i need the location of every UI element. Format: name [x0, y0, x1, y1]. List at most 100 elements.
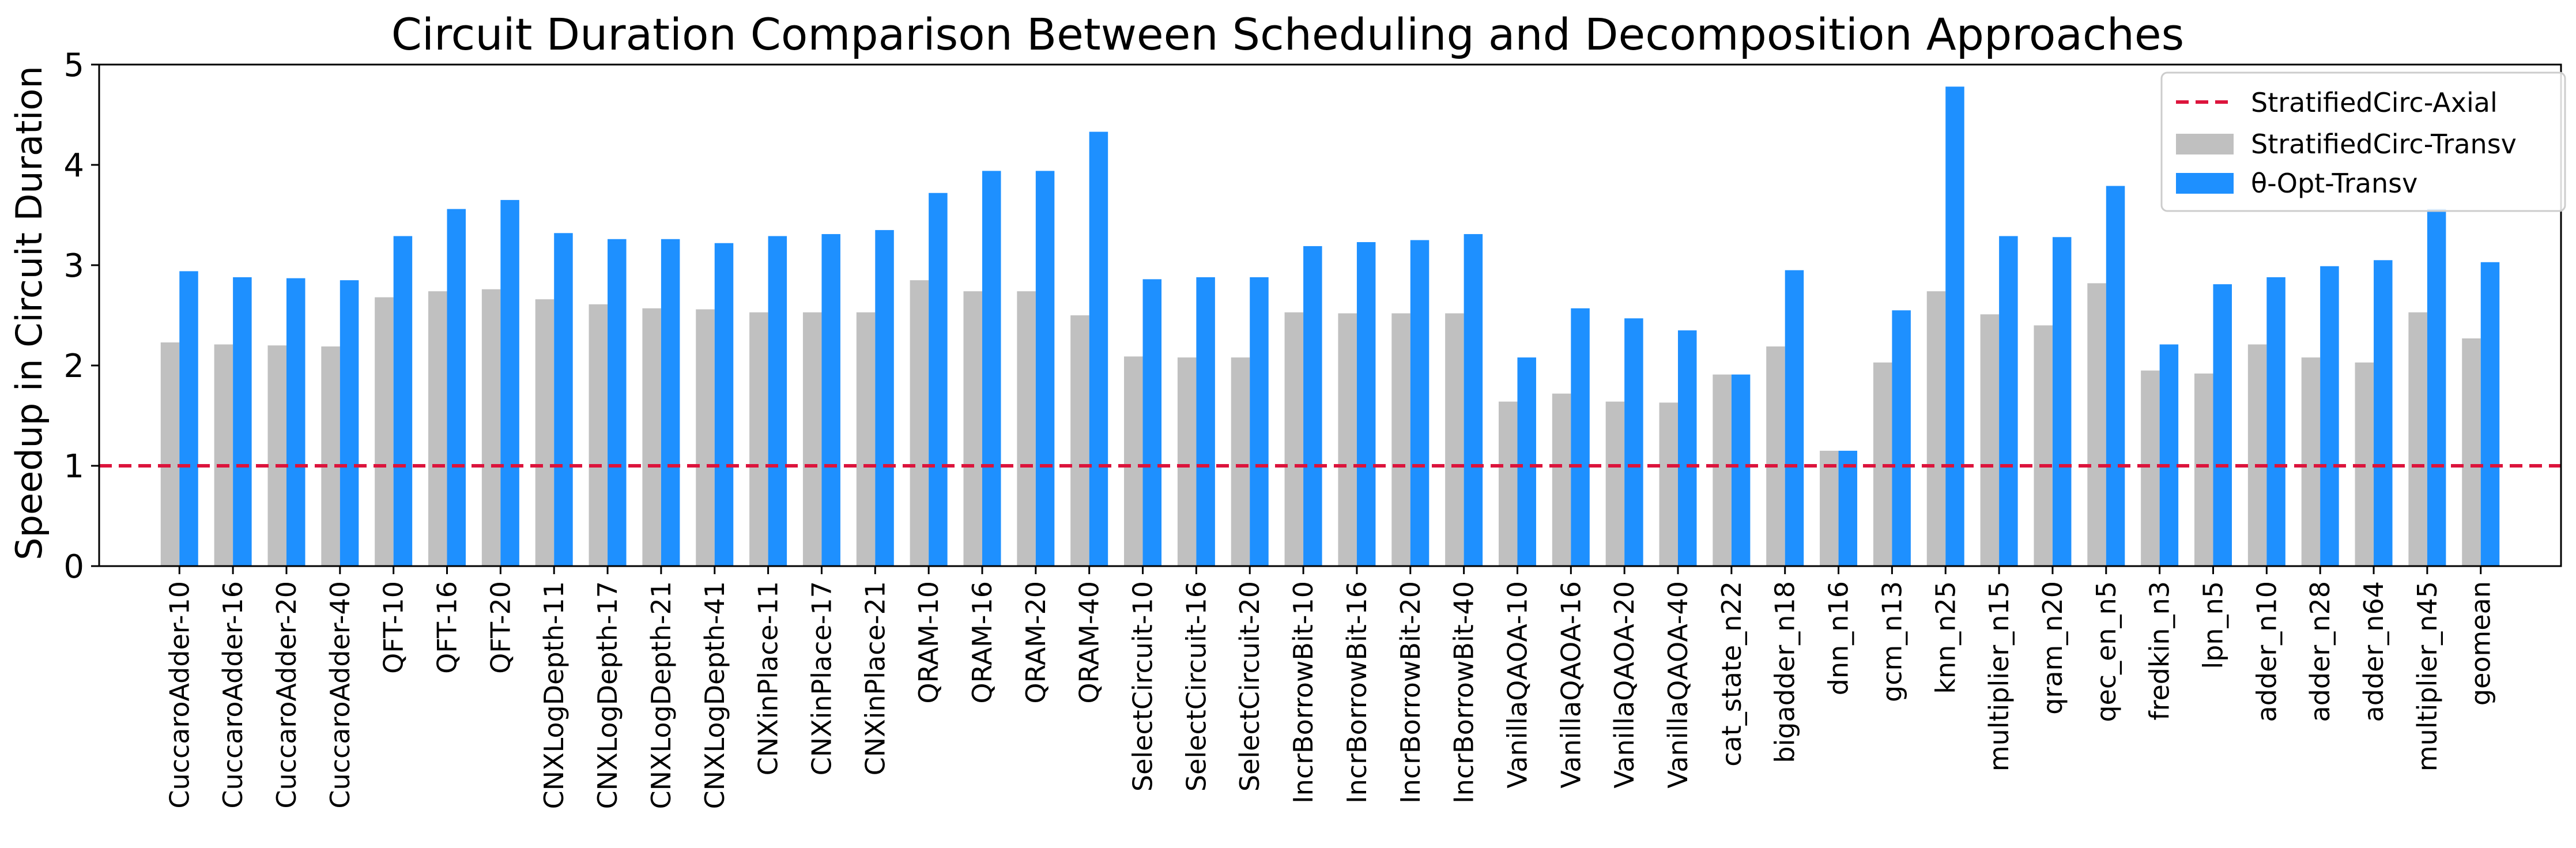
y-tick-label: 2 — [63, 348, 84, 385]
bar-series-2-27 — [1624, 318, 1643, 566]
bar-series-1-37 — [2141, 370, 2160, 566]
x-tick-label: VanillaQAOA-10 — [1502, 581, 1533, 789]
bar-series-1-40 — [2301, 357, 2321, 566]
x-tick-label: IncrBorrowBit-40 — [1449, 581, 1480, 804]
bar-series-1-38 — [2194, 373, 2213, 566]
y-ticks: 0 1 2 3 4 5 — [63, 47, 99, 586]
bar-series-1-13 — [856, 312, 876, 566]
bar-series-1-20 — [1231, 357, 1250, 566]
x-tick-label: CNXLogDepth-17 — [592, 581, 623, 809]
x-tick-label: VanillaQAOA-16 — [1555, 581, 1586, 789]
x-tick-label: CNXinPlace-21 — [859, 581, 891, 775]
x-tick-label: knn_n25 — [1930, 581, 1961, 694]
bar-series-1-5 — [428, 291, 447, 566]
x-tick-label: lpn_n5 — [2197, 581, 2228, 669]
x-tick-label: QRAM-40 — [1074, 581, 1105, 704]
legend-swatch-series-2 — [2176, 173, 2234, 194]
bar-series-1-36 — [2087, 283, 2106, 566]
bar-series-2-29 — [1731, 374, 1751, 566]
bar-series-1-10 — [696, 309, 715, 566]
bar-series-2-19 — [1196, 277, 1215, 566]
bar-series-2-24 — [1464, 234, 1483, 566]
bar-series-1-19 — [1177, 357, 1197, 566]
x-tick-label: SelectCircuit-16 — [1180, 581, 1212, 792]
x-tick-label: QFT-10 — [378, 581, 409, 674]
bar-series-2-7 — [554, 233, 573, 566]
legend-label-series-1: StratifiedCirc-Transv — [2251, 129, 2517, 160]
bar-series-2-2 — [286, 278, 306, 566]
bar-series-2-33 — [1945, 86, 1964, 566]
y-tick-label: 1 — [63, 448, 84, 485]
bar-series-1-18 — [1124, 356, 1143, 566]
bar-series-2-17 — [1089, 131, 1108, 566]
bar-series-2-1 — [233, 277, 252, 566]
bar-series-2-42 — [2427, 209, 2446, 566]
x-tick-label: QRAM-16 — [967, 581, 998, 704]
x-tick-label: VanillaQAOA-40 — [1662, 581, 1694, 789]
bar-series-1-3 — [321, 346, 340, 566]
y-tick-label: 5 — [63, 47, 84, 84]
bar-series-1-16 — [1017, 291, 1036, 566]
bar-series-1-25 — [1498, 401, 1518, 566]
bar-series-2-10 — [714, 243, 734, 567]
bar-series-2-4 — [393, 236, 413, 566]
x-tick-label: cat_state_n22 — [1716, 581, 1747, 767]
bar-series-1-6 — [481, 289, 501, 566]
bar-series-2-15 — [982, 171, 1001, 566]
x-tick-label: CuccaroAdder-16 — [217, 581, 248, 809]
bar-series-1-22 — [1338, 313, 1357, 566]
bar-series-2-5 — [447, 209, 466, 566]
y-tick-label: 3 — [63, 247, 84, 285]
x-tick-label: QRAM-10 — [913, 581, 944, 704]
y-axis-label: Speedup in Circuit Duration — [8, 66, 50, 560]
bar-series-1-4 — [375, 297, 394, 566]
bar-series-1-34 — [1980, 314, 2000, 566]
bar-series-1-23 — [1391, 313, 1410, 566]
x-tick-label: bigadder_n18 — [1770, 581, 1801, 763]
bar-series-2-21 — [1303, 246, 1322, 566]
bar-series-2-20 — [1250, 277, 1269, 566]
bar-series-2-8 — [608, 239, 627, 566]
bar-series-1-21 — [1284, 312, 1304, 566]
x-tick-label: CuccaroAdder-40 — [325, 581, 356, 809]
bar-series-2-12 — [821, 234, 840, 566]
bar-series-1-14 — [910, 280, 929, 566]
x-tick-label: QFT-20 — [485, 581, 516, 674]
bar-series-2-43 — [2480, 262, 2500, 566]
bar-series-2-34 — [1999, 236, 2018, 566]
x-tick-label: gcm_n13 — [1876, 581, 1907, 702]
bar-series-2-6 — [500, 199, 519, 566]
bar-series-2-3 — [340, 280, 359, 566]
x-tick-label: dnn_n16 — [1823, 581, 1854, 695]
bar-series-1-26 — [1552, 393, 1571, 566]
legend: StratifiedCirc-Axial StratifiedCirc-Tran… — [2160, 71, 2566, 212]
y-tick-label: 0 — [63, 548, 84, 586]
x-tick-label: fredkin_n3 — [2144, 581, 2175, 721]
bar-series-1-0 — [160, 342, 180, 566]
bar-series-1-29 — [1713, 374, 1732, 566]
x-tick-label: CuccaroAdder-10 — [164, 581, 195, 809]
bar-series-1-39 — [2247, 344, 2267, 566]
bar-series-2-25 — [1517, 357, 1536, 566]
x-tick-label: adder_n64 — [2358, 581, 2389, 722]
bar-series-1-2 — [267, 345, 286, 566]
bar-series-1-12 — [802, 312, 822, 566]
bar-series-1-11 — [749, 312, 768, 566]
x-tick-label: CNXinPlace-11 — [753, 581, 784, 775]
bar-series-2-18 — [1142, 279, 1162, 566]
bar-series-2-23 — [1410, 240, 1430, 566]
bar-series-2-37 — [2159, 344, 2179, 566]
legend-label-series-2: θ-Opt-Transv — [2251, 168, 2417, 199]
bar-series-2-11 — [768, 236, 787, 566]
x-ticks: CuccaroAdder-10 CuccaroAdder-16 CuccaroAdd… — [164, 566, 2496, 809]
bar-series-1-31 — [1820, 450, 1839, 566]
x-tick-label: VanillaQAOA-20 — [1609, 581, 1640, 789]
bar-series-1-42 — [2408, 312, 2427, 566]
bar-series-2-9 — [661, 239, 680, 566]
bar-series-2-40 — [2320, 266, 2339, 566]
bar-series-1-7 — [535, 299, 555, 566]
axes-layer — [98, 63, 2562, 567]
x-tick-label: adder_n28 — [2305, 581, 2336, 722]
legend-label-reference: StratifiedCirc-Axial — [2251, 87, 2498, 118]
